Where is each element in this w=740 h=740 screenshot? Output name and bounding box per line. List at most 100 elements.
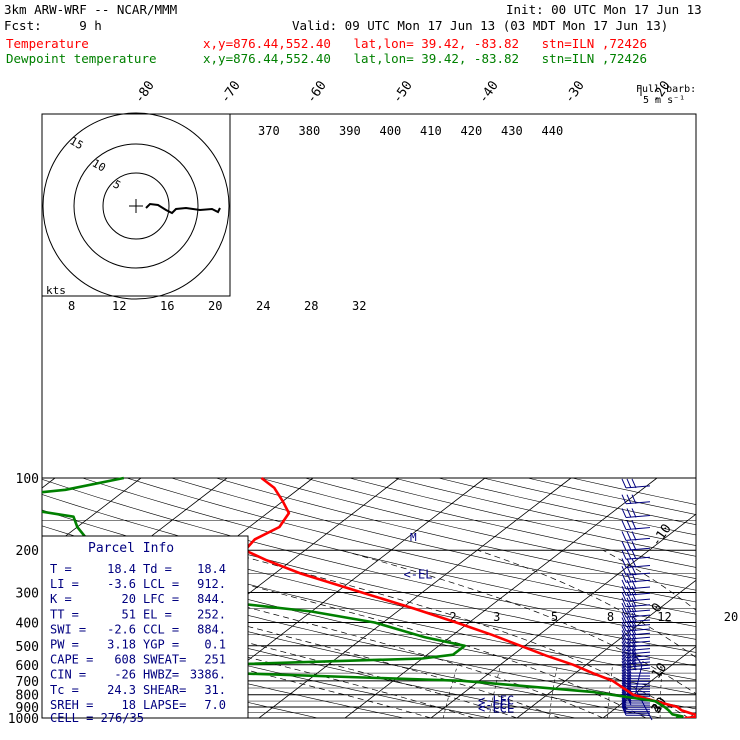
parcel-info-value: 51: [122, 607, 136, 621]
wind-barb-feather: [621, 651, 627, 662]
wind-barb-shaft: [625, 640, 651, 644]
wind-barb-feather: [621, 550, 627, 560]
parcel-info-value: 31.: [204, 683, 226, 697]
wind-barb-feather: [626, 654, 632, 665]
wind-barb-feather: [631, 641, 637, 651]
wind-barb-feather: [626, 621, 632, 632]
wind-barb: [621, 541, 651, 551]
wind-barb-feather: [621, 478, 627, 489]
wind-barb-feather: [621, 641, 627, 651]
wind-barb-feather: [626, 660, 632, 671]
wind-barb: [621, 586, 651, 596]
wind-barb-feather: [621, 597, 627, 607]
parcel-info-value: -26: [114, 668, 136, 682]
wind-barb-feather: [621, 679, 627, 690]
theta-label: 370: [258, 124, 280, 138]
mixing-ratio-line: [659, 664, 663, 718]
pressure-tick-label: 200: [16, 544, 39, 559]
parcel-info-value: 18.4: [107, 562, 136, 576]
parcel-info-key: LCL =: [143, 577, 179, 591]
wind-barb-feather: [621, 657, 627, 668]
mixing-ratio-label: 20: [724, 610, 738, 624]
wind-barb: [621, 573, 651, 583]
wind-barb-shaft: [625, 636, 651, 640]
pressure-tick-label: 1000: [8, 712, 39, 727]
parcel-info-value: 20: [122, 592, 136, 606]
isotherm-label: -50: [390, 78, 416, 106]
mixing-ratio-line: [548, 664, 558, 718]
isotherm-line: [516, 579, 696, 718]
parcel-info-key: HWBZ=: [143, 668, 179, 682]
wind-barb-feather: [621, 704, 627, 714]
parcel-info-value: -3.6: [107, 577, 136, 591]
parcel-info-value: 3386.: [190, 668, 226, 682]
wind-barb-feather: [621, 607, 627, 618]
wind-barb-feather: [626, 607, 632, 618]
mixing-ratio-label: 3: [493, 610, 500, 624]
pressure-tick-label: 500: [16, 640, 39, 655]
parcel-info-value: 608: [114, 653, 136, 667]
hodograph-ring: [102, 172, 170, 240]
wind-barb-shaft: [625, 648, 651, 652]
dry-adiabat: [527, 477, 696, 515]
wind-barb-feather: [621, 531, 627, 541]
wind-barb-shaft: [625, 614, 651, 618]
isotherm-line: [258, 477, 572, 718]
wind-barb-shaft: [625, 619, 651, 623]
parcel-info-cell: CELL = 276/35: [50, 711, 144, 725]
wind-barb: [621, 621, 651, 632]
mixing-ratio-line: [607, 664, 613, 718]
wind-barb-feather: [621, 660, 627, 671]
wind-barb-feather: [621, 558, 627, 568]
parcel-info-key: SWI =: [50, 622, 86, 636]
hodograph-units-label: kts: [46, 284, 66, 297]
pressure-tick-label: 400: [16, 616, 39, 631]
isotherm-label: 10: [649, 660, 670, 681]
mixing-ratio-line: [488, 664, 501, 718]
wind-barb: [621, 550, 651, 560]
dry-adiabat: [171, 477, 696, 603]
dry-adiabat: [572, 477, 696, 505]
wind-barb-shaft: [625, 632, 651, 636]
wind-barb-feather: [631, 634, 637, 644]
wind-barb-feather: [626, 672, 632, 682]
wind-barb-shaft: [625, 628, 651, 632]
wind-barb-shaft: [625, 527, 651, 531]
parcel-info-value: 884.: [197, 622, 226, 636]
moist-adiabat: [602, 549, 696, 611]
parcel-info-key: SREH =: [50, 698, 93, 712]
parcel-info-key: CCL =: [143, 622, 179, 636]
parcel-info-title: Parcel Info: [88, 541, 174, 556]
wind-barb-feather: [631, 531, 637, 541]
wind-barb-feather: [631, 573, 637, 583]
wind-barb-shaft: [625, 604, 651, 608]
wind-barb-feather: [626, 478, 632, 489]
isotherm-label: -10: [649, 522, 675, 550]
wind-barb-shaft: [625, 644, 651, 648]
profile-traces: [42, 476, 696, 718]
wind-barb-feather: [631, 626, 637, 636]
wind-barb-shaft: [625, 501, 651, 505]
wind-barb-feather: [621, 677, 627, 687]
wind-barb-feather: [621, 541, 627, 551]
hodograph-axis-label: 28: [304, 299, 318, 313]
wind-barb-feather: [626, 550, 632, 560]
wind-barb-feather: [631, 651, 637, 662]
wind-barb-feather: [621, 520, 627, 530]
parcel-info-key: LFC =: [143, 592, 179, 606]
wind-barb-feather: [626, 648, 632, 658]
wind-barb-feather: [626, 597, 632, 607]
parcel-info-key: K =: [50, 592, 72, 606]
wind-barb-feather: [626, 617, 632, 627]
wind-barb-shaft: [625, 592, 651, 596]
parcel-info-frame: [41, 535, 249, 719]
wind-barb-feather: [621, 494, 627, 504]
wind-barb-feather: [621, 654, 627, 665]
wind-barb-shaft: [625, 565, 651, 568]
forecast-hour: Fcst: 9 h: [4, 18, 102, 33]
wind-barb: [621, 597, 651, 608]
hodograph-axis-label: 8: [68, 299, 75, 313]
isotherm-line: [42, 477, 142, 555]
parcel-info-key: CIN =: [50, 668, 86, 682]
mixing-ratio-label: 5: [551, 610, 558, 624]
